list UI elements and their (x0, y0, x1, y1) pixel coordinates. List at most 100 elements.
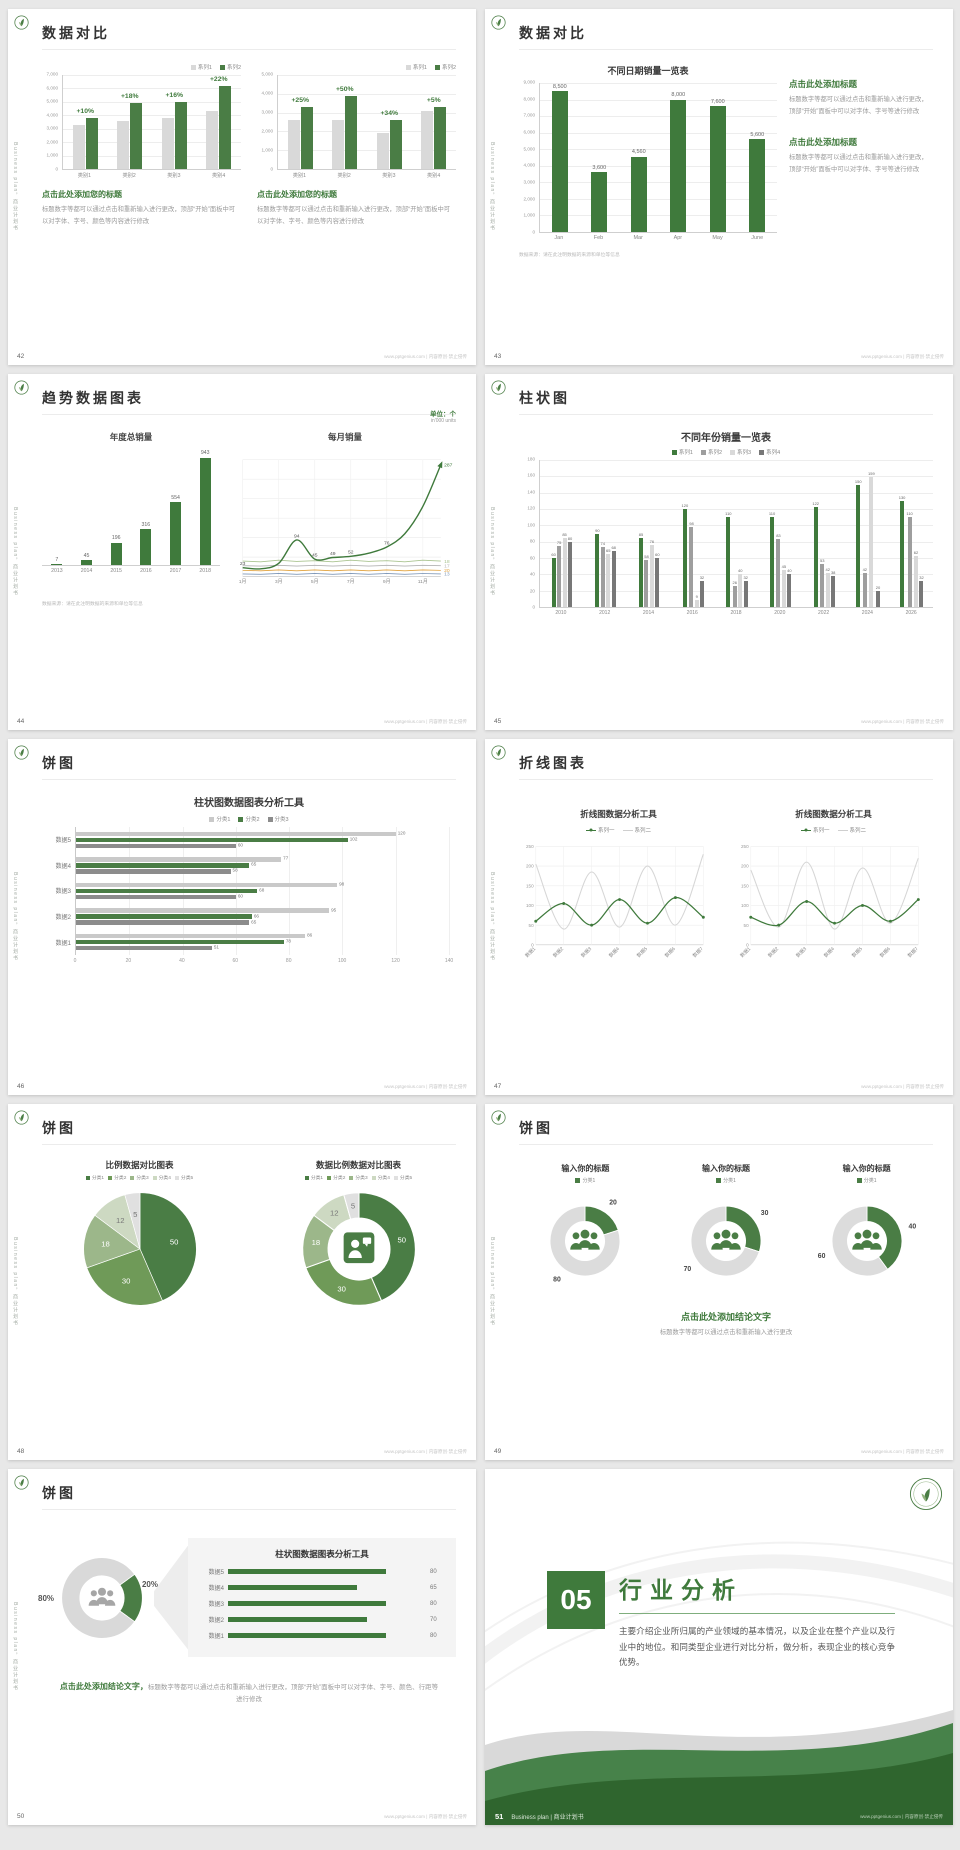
slice-label: 18 (311, 1238, 320, 1247)
text: 20 (444, 568, 450, 574)
legend-swatch (152, 1175, 157, 1180)
chart-title: 不同日期销量一览表 (607, 66, 689, 76)
vb-bcol: 45 (81, 451, 92, 565)
legend-swatch (219, 64, 225, 70)
value-label: 42 (862, 566, 868, 572)
vb-groups: +10% +18% +16% +22% (63, 75, 241, 169)
legend-swatch (209, 816, 215, 822)
bar-group: 60 75 85 80 (540, 460, 584, 607)
value-label: 98 (689, 520, 694, 526)
sidebar-vertical-text: Business plan，商业计划书 (12, 1602, 18, 1692)
chart-panel: 系列1 系列2 5,000 4,000 3,000 2,000 1,000 0 +25% +50%… (257, 60, 456, 228)
y-tick: 1,000 (261, 147, 274, 153)
legend-label: 分类4 (158, 1176, 171, 1181)
x-label: 2013 (51, 568, 63, 574)
chart-title: 输入你的标题 (702, 1164, 750, 1173)
vb-yaxis: 5,000 4,000 3,000 2,000 1,000 0 (257, 72, 277, 171)
row-label: 数据5 (208, 1570, 224, 1576)
text: 数据4 (822, 945, 836, 959)
circle (350, 1239, 359, 1248)
slide-content: 饼图 柱状图数据图表分析工具 分类1 分类2 分类3 数据5 数据4 数据3 数据2 数据1 1… (42, 753, 456, 1079)
slide-card-48[interactable]: Business plan，商业计划书 饼图 比例数据对比图表 分类1 分类2 分类… (8, 1104, 476, 1460)
vb-bars: 3,600 (591, 83, 608, 232)
bar-group: 120 98 9 32 (671, 460, 715, 607)
chart-panel: 比例数据对比图表 分类1 分类2 分类3 分类4 分类5 50 30 18 12 5 (42, 1149, 237, 1313)
circle (90, 1589, 97, 1596)
slide-card-44[interactable]: Business plan，商业计划书 趋势数据图表 单位：个 in'000 u… (8, 374, 476, 730)
slide-card-51[interactable]: 05 行业分析 主要介绍企业所归属的产业领域的基本情况，以及企业在整个产业以及行… (485, 1469, 953, 1825)
sidebar-vertical-text: Business plan，商业计划书 (12, 507, 18, 597)
series-marker (777, 923, 781, 927)
slide-card-49[interactable]: Business plan，商业计划书 饼图 输入你的标题 分类1 20 80 输入… (485, 1104, 953, 1460)
bar (557, 545, 562, 607)
chart-title: 折线图数据分析工具 (580, 809, 657, 819)
value-label: 76 (649, 538, 655, 544)
slide-card-46[interactable]: Business plan，商业计划书 饼图 柱状图数据图表分析工具 分类1 分类… (8, 739, 476, 1095)
legend-label: 系列二 (634, 828, 652, 834)
charts-row: 系列1 系列2 7,000 6,000 5,000 4,000 3,000 2,000 1,00… (42, 60, 456, 228)
legend-item: 系列2 (219, 63, 241, 71)
value-label: 66 (253, 913, 259, 919)
slice-label: 30 (761, 1210, 769, 1217)
gridline (540, 182, 777, 184)
bar (732, 585, 737, 607)
slide-card-47[interactable]: Business plan，商业计划书 折线图表 折线图数据分析工具 系列一 系列… (485, 739, 953, 1095)
value-label: 943 (200, 450, 210, 457)
slide-card-43[interactable]: Business plan，商业计划书 数据对比 不同日期销量一览表 9,000… (485, 9, 953, 365)
pie-chart: 分类1 分类2 分类3 分类4 分类5 50 30 18 12 5 (76, 1174, 204, 1313)
text: 287 (444, 462, 453, 468)
bar-row: 95 66 65 (76, 908, 449, 925)
vb-wrap: 5,000 4,000 3,000 2,000 1,000 0 +25% +50% +34% +5… (257, 72, 456, 179)
value-label: 40 (737, 568, 743, 574)
vb-plotcol: 7 45 196 316 554 943 2013 2014 2015 2016 2017 2018 (42, 451, 220, 574)
pie-box: 30 70 (673, 1188, 779, 1294)
bar-group: 8,000 (659, 83, 699, 232)
bar (117, 120, 130, 169)
gridline (540, 215, 777, 217)
bar-group: +22% (197, 75, 242, 169)
series-marker (916, 898, 920, 902)
brand-logo-icon (491, 380, 506, 395)
vb-bcol: 40 (787, 460, 792, 607)
vb-bcol: 32 (919, 460, 924, 607)
legend-item: 系列一 (800, 826, 830, 834)
legend-swatch (371, 1175, 376, 1180)
vb-bars: 150 42 159 20 (855, 460, 880, 607)
bar (638, 537, 643, 607)
slide-content: 饼图 输入你的标题 分类1 20 80 输入你的标题 分类1 30 70 输入你的标题 … (519, 1118, 933, 1444)
charts-row: 折线图数据分析工具 系列一 系列二 0 50 100 150 200 250 数据1 数据2 数据3… (519, 790, 933, 962)
slide-card-45[interactable]: Business plan，商业计划书 柱状图 不同年份销量一览表 系列1 系列2… (485, 374, 953, 730)
page-title: 数据对比 (519, 23, 933, 50)
value-label: 58 (232, 868, 238, 874)
slide-card-42[interactable]: Business plan，商业计划书 数据对比 系列1 系列2 7,000 6,00… (8, 9, 476, 365)
slide-content: 饼图 80% 20% 柱状图数据图表分析工具 数据5 80 数据4 65 数据3 80 数据… (38, 1483, 456, 1809)
page-number: 47 (494, 1083, 502, 1090)
y-tick: 100 (527, 522, 535, 528)
text: 11月 (418, 579, 428, 585)
vb-bcol: 110 (906, 460, 913, 607)
value-label: 45 (83, 552, 90, 559)
group-label: +25% (291, 96, 310, 104)
vb-bars: 8,500 (551, 83, 568, 232)
text: 数据5 (635, 945, 649, 959)
vb-plotcol: +10% +18% +16% +22% 类别1 类别2 类别3 类别4 (62, 75, 241, 179)
value-label: 40 (787, 568, 792, 574)
gridline (540, 132, 777, 134)
chart-legend: 分类1 (673, 1177, 779, 1184)
vb-bcol: 150 (855, 460, 862, 607)
row-label: 数据3 (208, 1602, 224, 1608)
panel-title: 柱状图数据图表分析工具 (275, 1549, 369, 1559)
bar (776, 539, 781, 607)
chart-panel: 输入你的标题 分类1 40 60 (800, 1151, 933, 1294)
vb-bars: 110 83 45 40 (769, 460, 792, 607)
x-label: 类别3 (167, 173, 181, 179)
hb-rows: 120 102 60 77 65 58 98 68 60 95 66 65 86 78 51 (76, 827, 449, 955)
bar-chart: 7 45 196 316 554 943 2013 2014 2015 2016 2017 2018 (42, 451, 220, 574)
footer-url: www.pptgenius.com | 内容原创·禁止侵传 (384, 719, 467, 724)
brand-logo-icon (14, 1475, 29, 1490)
slide-card-50[interactable]: Business plan，商业计划书 饼图 80% 20% 柱状图数据图表分析… (8, 1469, 476, 1825)
legend-item: 分类1 (575, 1177, 595, 1184)
text: 200 (526, 864, 534, 869)
mini-bar-row: 数据2 70 (202, 1615, 442, 1625)
chart-legend: 系列一 系列二 (519, 826, 718, 834)
